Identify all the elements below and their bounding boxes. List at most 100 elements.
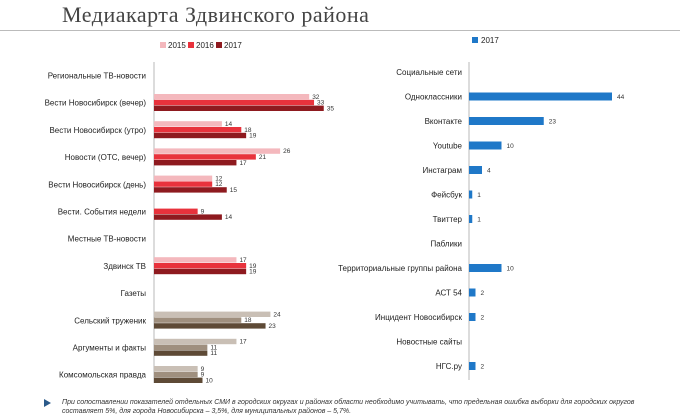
title-divider bbox=[0, 30, 680, 31]
left-bar-2015 bbox=[154, 175, 213, 181]
right-bar-2017 bbox=[469, 362, 476, 370]
left-bar-value: 10 bbox=[206, 377, 214, 384]
right-bar-2017 bbox=[469, 264, 502, 272]
page-title: Медиакарта Здвинского района bbox=[62, 2, 370, 27]
right-bar-value: 1 bbox=[477, 217, 481, 224]
right-section-header: Новостные сайты bbox=[396, 338, 462, 347]
right-section-header: Социальные сети bbox=[396, 68, 462, 77]
right-bar-2017 bbox=[469, 117, 544, 125]
left-bar-value: 9 bbox=[201, 372, 205, 379]
left-bar-value: 19 bbox=[249, 133, 257, 140]
left-bar-value: 18 bbox=[244, 317, 252, 324]
right-row-label: Одноклассники bbox=[405, 93, 462, 102]
left-bar-2017 bbox=[154, 160, 237, 166]
right-row-label: АСТ 54 bbox=[435, 289, 462, 298]
left-bar-2016 bbox=[154, 127, 242, 133]
footnote-arrow-icon bbox=[44, 399, 51, 407]
left-bar-value: 14 bbox=[225, 121, 233, 128]
left-bar-value: 9 bbox=[201, 208, 205, 215]
left-bar-value: 24 bbox=[273, 311, 281, 318]
left-bar-value: 17 bbox=[239, 160, 247, 167]
left-legend-label-2017: 2017 bbox=[224, 41, 242, 50]
left-legend-swatch-2017 bbox=[216, 42, 222, 48]
left-row-label: Вести Новосибирск (вечер) bbox=[45, 99, 147, 108]
right-bar-value: 23 bbox=[549, 119, 557, 126]
left-bar-value: 23 bbox=[269, 323, 277, 330]
right-bar-2017 bbox=[469, 190, 473, 199]
left-legend-label-2015: 2015 bbox=[168, 41, 186, 50]
right-bar-value: 44 bbox=[617, 94, 625, 101]
left-bar-2016 bbox=[154, 208, 198, 214]
left-bar-2016 bbox=[154, 99, 315, 106]
left-row-label: Комсомольская правда bbox=[59, 371, 146, 380]
left-bar-value: 21 bbox=[259, 154, 267, 161]
right-bar-2017 bbox=[469, 166, 482, 174]
left-bar-value: 11 bbox=[210, 350, 217, 357]
left-legend-label-2016: 2016 bbox=[196, 41, 214, 50]
left-bar-2017 bbox=[154, 350, 208, 356]
left-bar-value: 33 bbox=[317, 100, 325, 107]
footnote: При сопоставлении показателей отдельных … bbox=[62, 399, 635, 415]
left-bar-value: 14 bbox=[225, 214, 233, 221]
left-legend-swatch-2015 bbox=[160, 42, 166, 48]
left-row-label: Вести Новосибирск (утро) bbox=[49, 126, 146, 135]
left-bar-value: 19 bbox=[249, 269, 257, 276]
left-bar-2016 bbox=[154, 154, 256, 160]
right-bar-value: 10 bbox=[507, 266, 515, 273]
right-legend-label-2017: 2017 bbox=[481, 36, 499, 45]
left-bar-value: 12 bbox=[215, 181, 223, 188]
right-row-label: Инцидент Новосибирск bbox=[375, 313, 462, 322]
left-bar-2016 bbox=[154, 263, 247, 269]
left-bar-2016 bbox=[154, 344, 208, 350]
left-bar-value: 12 bbox=[215, 175, 223, 182]
right-section-header: Паблики bbox=[430, 240, 462, 249]
left-bar-value: 26 bbox=[283, 148, 291, 155]
left-row-label: Вести. События недели bbox=[58, 208, 146, 217]
left-bar-2015 bbox=[154, 338, 237, 345]
left-bar-2015 bbox=[154, 366, 198, 372]
left-row-label: Вести Новосибирск (день) bbox=[48, 180, 146, 189]
left-bar-value: 17 bbox=[239, 339, 247, 346]
left-bar-2017 bbox=[154, 105, 324, 111]
left-legend-swatch-2016 bbox=[188, 42, 194, 48]
right-row-label: Территориальные группы района bbox=[338, 264, 462, 273]
left-bar-2015 bbox=[154, 121, 222, 127]
left-bar-2017 bbox=[154, 132, 247, 139]
left-bar-2017 bbox=[154, 377, 203, 383]
left-bar-value: 15 bbox=[230, 187, 238, 194]
left-bar-2015 bbox=[154, 94, 310, 100]
left-bar-2016 bbox=[154, 181, 213, 187]
left-bar-value: 32 bbox=[312, 94, 320, 101]
left-row-label: Новости (ОТС, вечер) bbox=[65, 153, 147, 162]
right-bar-2017 bbox=[469, 288, 476, 297]
left-bar-value: 18 bbox=[244, 127, 252, 134]
left-bar-2015 bbox=[154, 148, 281, 154]
left-section-header: Газеты bbox=[121, 289, 147, 298]
right-row-label: Вконтакте bbox=[425, 117, 463, 126]
right-bar-value: 2 bbox=[481, 315, 485, 322]
left-bar-2017 bbox=[154, 323, 266, 329]
right-row-label: НГС.ру bbox=[436, 362, 462, 371]
left-bar-2016 bbox=[154, 317, 242, 323]
right-bar-value: 1 bbox=[477, 192, 481, 199]
right-bar-2017 bbox=[469, 215, 473, 223]
right-row-label: Youtube bbox=[433, 142, 463, 151]
right-row-label: Твиттер bbox=[433, 215, 463, 224]
left-row-label: Здвинск ТВ bbox=[103, 262, 146, 271]
left-bar-2015 bbox=[154, 311, 271, 317]
right-row-label: Фейсбук bbox=[431, 191, 462, 200]
left-bar-2017 bbox=[154, 268, 247, 275]
right-row-label: Инстаграм bbox=[422, 166, 462, 175]
left-bar-2015 bbox=[154, 257, 237, 263]
left-bar-2017 bbox=[154, 187, 227, 193]
left-bar-value: 9 bbox=[201, 366, 205, 373]
left-bar-value: 17 bbox=[239, 257, 247, 264]
left-section-header: Региональные ТВ-новости bbox=[48, 72, 146, 81]
right-bar-value: 2 bbox=[481, 290, 485, 297]
left-bar-value: 19 bbox=[249, 263, 257, 270]
right-bar-2017 bbox=[469, 92, 612, 101]
left-row-label: Сельский труженик bbox=[74, 316, 146, 325]
right-bar-value: 4 bbox=[487, 168, 491, 175]
right-bar-2017 bbox=[469, 141, 502, 150]
